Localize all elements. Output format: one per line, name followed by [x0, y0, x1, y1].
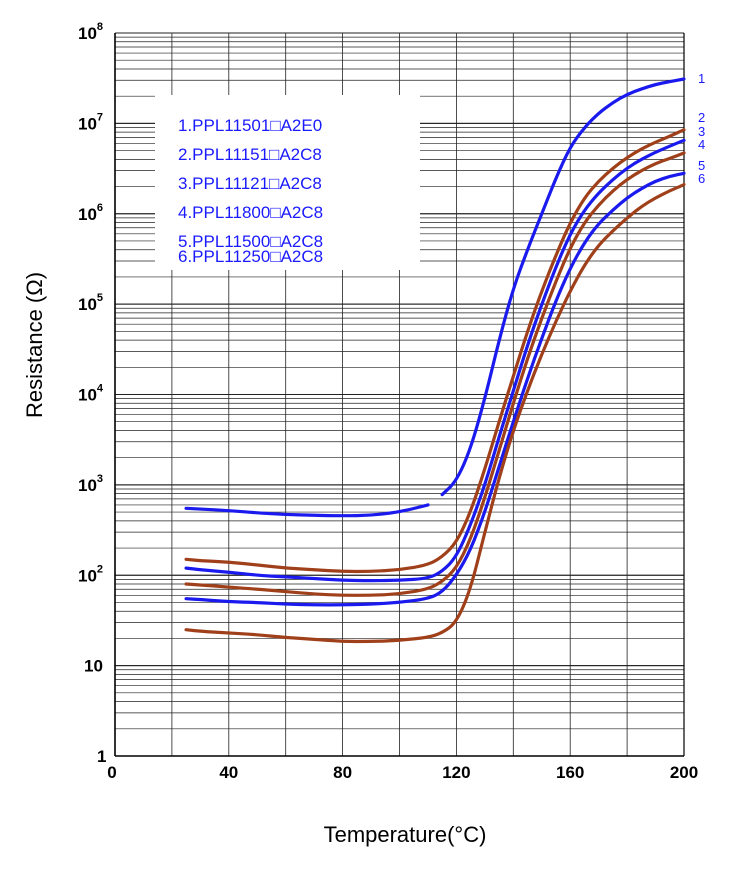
series-end-label-5: 5 [698, 158, 705, 173]
chart-series [184, 77, 686, 644]
y-tick-label: 10 [84, 657, 103, 676]
x-tick-label: 40 [219, 763, 238, 782]
x-tick-label: 120 [442, 763, 470, 782]
y-tick-label: 105 [78, 292, 103, 314]
x-tick-label: 80 [333, 763, 352, 782]
series-end-label-2: 2 [698, 110, 705, 125]
y-tick-label: 102 [78, 563, 103, 585]
legend-entry-1: 1.PPL11501□A2E0 [178, 116, 322, 135]
series-line-6 [184, 183, 686, 644]
series-end-labels: 1 234 56 [698, 71, 705, 186]
y-tick-label: 107 [78, 111, 103, 133]
series-line-4 [184, 151, 686, 597]
x-axis-label: Temperature(°C) [324, 822, 487, 847]
y-tick-label: 104 [78, 383, 104, 405]
y-tick-label: 1 [97, 747, 106, 766]
series-line-3 [184, 138, 686, 583]
series-end-label-6: 6 [698, 171, 705, 186]
y-tick-label: 108 [78, 21, 103, 43]
x-tick-label: 200 [670, 763, 698, 782]
x-tick-labels: 0 40 80 120 160 200 [107, 763, 698, 782]
legend-entry-3: 3.PPL11121□A2C8 [178, 174, 322, 193]
y-tick-label: 106 [78, 202, 103, 224]
legend-entry-5: 5.PPL11500□A2C8 [178, 232, 323, 251]
legend-entry-4: 4.PPL11800□A2C8 [178, 203, 323, 222]
legend-entry-6: 6.PPL11250□A2C8 [178, 247, 323, 266]
x-tick-label: 0 [107, 763, 116, 782]
series-line-1 [440, 77, 686, 497]
series-end-label-1: 1 [698, 71, 705, 86]
series-end-label-3: 3 [698, 124, 705, 139]
series-line-1 [184, 503, 430, 518]
series-line-2 [184, 128, 686, 574]
legend-background [155, 95, 420, 270]
y-tick-label: 103 [78, 473, 103, 495]
chart-legend: 1.PPL11501□A2E0 2.PPL11151□A2C8 3.PPL111… [155, 95, 420, 270]
series-line-5 [184, 171, 686, 607]
y-axis-label: Resistance (Ω) [22, 272, 47, 418]
x-tick-label: 160 [556, 763, 584, 782]
legend-entry-2: 2.PPL11151□A2C8 [178, 145, 322, 164]
y-tick-labels: 1 10 102 103 104 105 106 107 108 [78, 21, 106, 766]
series-end-label-4: 4 [698, 137, 705, 152]
